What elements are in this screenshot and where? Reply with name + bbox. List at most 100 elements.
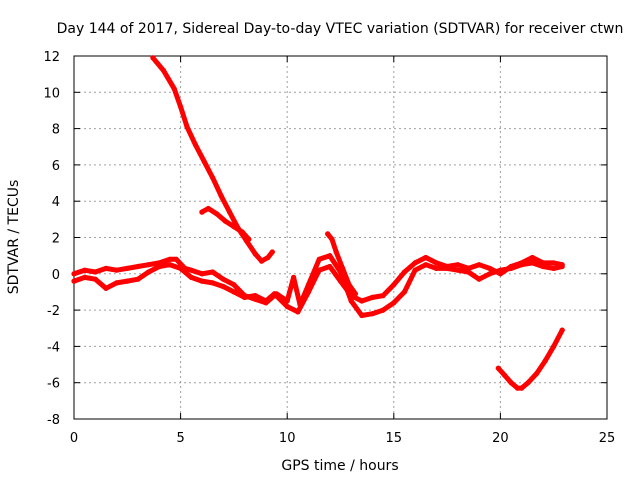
data-point: [214, 211, 220, 217]
data-point: [188, 267, 194, 273]
data-point: [455, 262, 461, 268]
y-tick-label: 12: [43, 50, 60, 65]
data-point: [231, 289, 237, 295]
data-point: [199, 209, 205, 215]
data-point: [210, 269, 216, 275]
data-point: [348, 298, 354, 304]
data-point: [380, 293, 386, 299]
x-tick-label: 0: [70, 431, 78, 446]
data-point: [337, 278, 344, 284]
data-point: [210, 280, 216, 286]
grid-lines: [74, 56, 607, 419]
data-point: [455, 267, 461, 273]
y-tick-label: -4: [47, 340, 60, 355]
x-tick-label: 15: [386, 431, 403, 446]
y-tick-label: -8: [47, 413, 60, 428]
data-point: [178, 104, 184, 110]
data-point: [495, 365, 501, 371]
x-tick-label: 25: [599, 431, 616, 446]
data-point: [295, 309, 301, 315]
data-point: [259, 258, 265, 264]
data-point: [412, 260, 418, 266]
data-point: [444, 263, 450, 270]
data-point: [103, 285, 109, 291]
data-point: [114, 280, 120, 286]
data-point: [184, 124, 190, 130]
data-point: [199, 271, 205, 277]
data-point: [178, 265, 184, 271]
data-point: [514, 385, 521, 391]
data-point: [369, 294, 376, 300]
data-point: [305, 289, 312, 295]
y-axis-label: SDTVAR / TECUs: [6, 180, 22, 295]
data-point: [551, 265, 557, 271]
data-point: [497, 271, 503, 277]
x-axis-label: GPS time / hours: [281, 458, 398, 474]
data-point: [222, 218, 228, 224]
x-tick-labels: 0 5 10 15 20 25: [70, 431, 615, 446]
data-point: [359, 298, 365, 304]
data-point: [369, 311, 376, 317]
y-tick-label: 4: [52, 195, 60, 210]
data-point: [231, 224, 237, 230]
data-point: [146, 269, 152, 275]
y-tick-label: -6: [47, 377, 60, 392]
x-tick-label: 10: [279, 431, 296, 446]
data-point: [173, 256, 179, 262]
data-point: [476, 276, 482, 282]
data-series: [71, 55, 565, 391]
x-tick-label: 20: [492, 431, 509, 446]
data-point: [92, 276, 98, 282]
chart-title: Day 144 of 2017, Sidereal Day-to-day VTE…: [57, 21, 624, 37]
data-point: [188, 274, 194, 280]
data-point: [551, 343, 557, 349]
data-point: [433, 265, 439, 271]
data-point: [156, 263, 162, 270]
data-point: [146, 262, 152, 268]
data-point: [465, 269, 471, 275]
data-point: [529, 260, 536, 266]
data-point: [559, 262, 565, 268]
data-point: [160, 67, 167, 74]
axis-ticks: [73, 55, 608, 420]
data-point: [124, 265, 130, 271]
y-tick-label: 6: [52, 159, 60, 174]
data-point: [519, 260, 525, 266]
series-track-5: [495, 327, 565, 391]
y-tick-label: -2: [47, 304, 60, 319]
data-point: [508, 380, 514, 386]
data-point: [534, 371, 540, 377]
data-point: [519, 385, 525, 391]
x-tick-label: 5: [176, 431, 184, 446]
data-point: [327, 263, 333, 270]
data-point: [348, 293, 354, 299]
data-point: [135, 263, 141, 270]
data-point: [508, 263, 514, 270]
data-point: [412, 267, 418, 273]
data-point: [352, 291, 358, 297]
data-point: [559, 327, 565, 333]
data-point: [401, 269, 408, 275]
data-point: [246, 236, 252, 242]
data-point: [551, 260, 557, 266]
data-point: [327, 253, 333, 259]
y-tick-label: 0: [52, 268, 60, 283]
data-point: [227, 209, 233, 215]
series-track-4: [199, 206, 252, 242]
data-point: [316, 256, 322, 262]
data-point: [333, 249, 339, 255]
data-point: [167, 262, 173, 268]
data-point: [135, 276, 141, 282]
data-point: [82, 267, 88, 273]
data-point: [242, 294, 248, 300]
data-point: [525, 380, 531, 386]
data-point: [380, 307, 386, 313]
data-point: [487, 265, 493, 271]
data-point: [269, 249, 275, 255]
data-point: [284, 303, 290, 310]
data-point: [199, 278, 205, 284]
data-point: [239, 229, 245, 235]
data-point: [171, 86, 177, 92]
data-point: [252, 293, 258, 299]
data-point: [359, 312, 365, 319]
